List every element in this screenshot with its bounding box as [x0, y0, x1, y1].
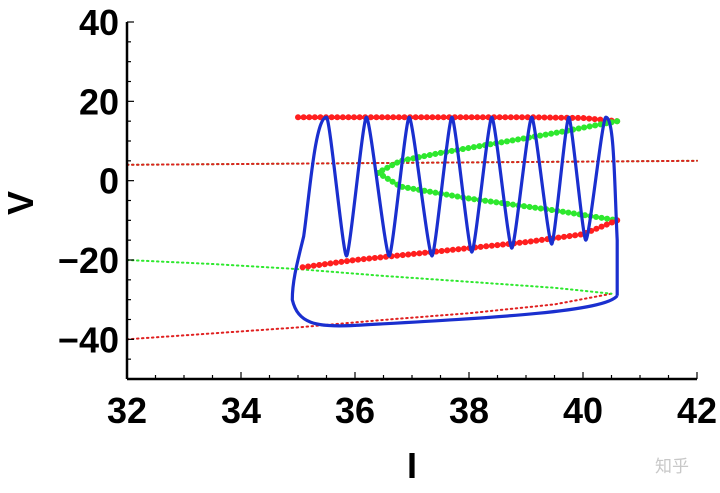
x-tick-label: 40: [563, 390, 603, 431]
x-tick-labels: 32 34 36 38 40 42: [107, 390, 717, 431]
fixed-point-branches: [126, 159, 698, 341]
x-tick-label: 42: [677, 390, 717, 431]
manifold-stable-2: [295, 217, 621, 271]
trajectory-line: [290, 115, 619, 328]
y-tick-label: −40: [58, 319, 119, 360]
axes: [125, 21, 698, 381]
watermark: 知乎: [655, 457, 689, 477]
y-axis-label: V: [0, 191, 41, 215]
bursting-trajectory: [290, 115, 619, 328]
x-tick-label: 38: [449, 390, 489, 431]
y-tick-label: 20: [79, 81, 119, 122]
manifold-stable-0: [295, 114, 621, 125]
y-tick-labels: −40 −20 0 20 40: [58, 2, 119, 360]
x-tick-label: 36: [335, 390, 375, 431]
y-tick-label: −20: [58, 240, 119, 281]
branch-unstable-1: [126, 259, 613, 295]
x-tick-label: 34: [221, 390, 261, 431]
x-tick-label: 32: [107, 390, 147, 431]
x-axis-label: I: [407, 445, 417, 486]
y-tick-label: 0: [99, 161, 119, 202]
branch-stable-0: [126, 292, 613, 341]
y-tick-label: 40: [79, 2, 119, 43]
branch-stable-3: [126, 159, 698, 166]
